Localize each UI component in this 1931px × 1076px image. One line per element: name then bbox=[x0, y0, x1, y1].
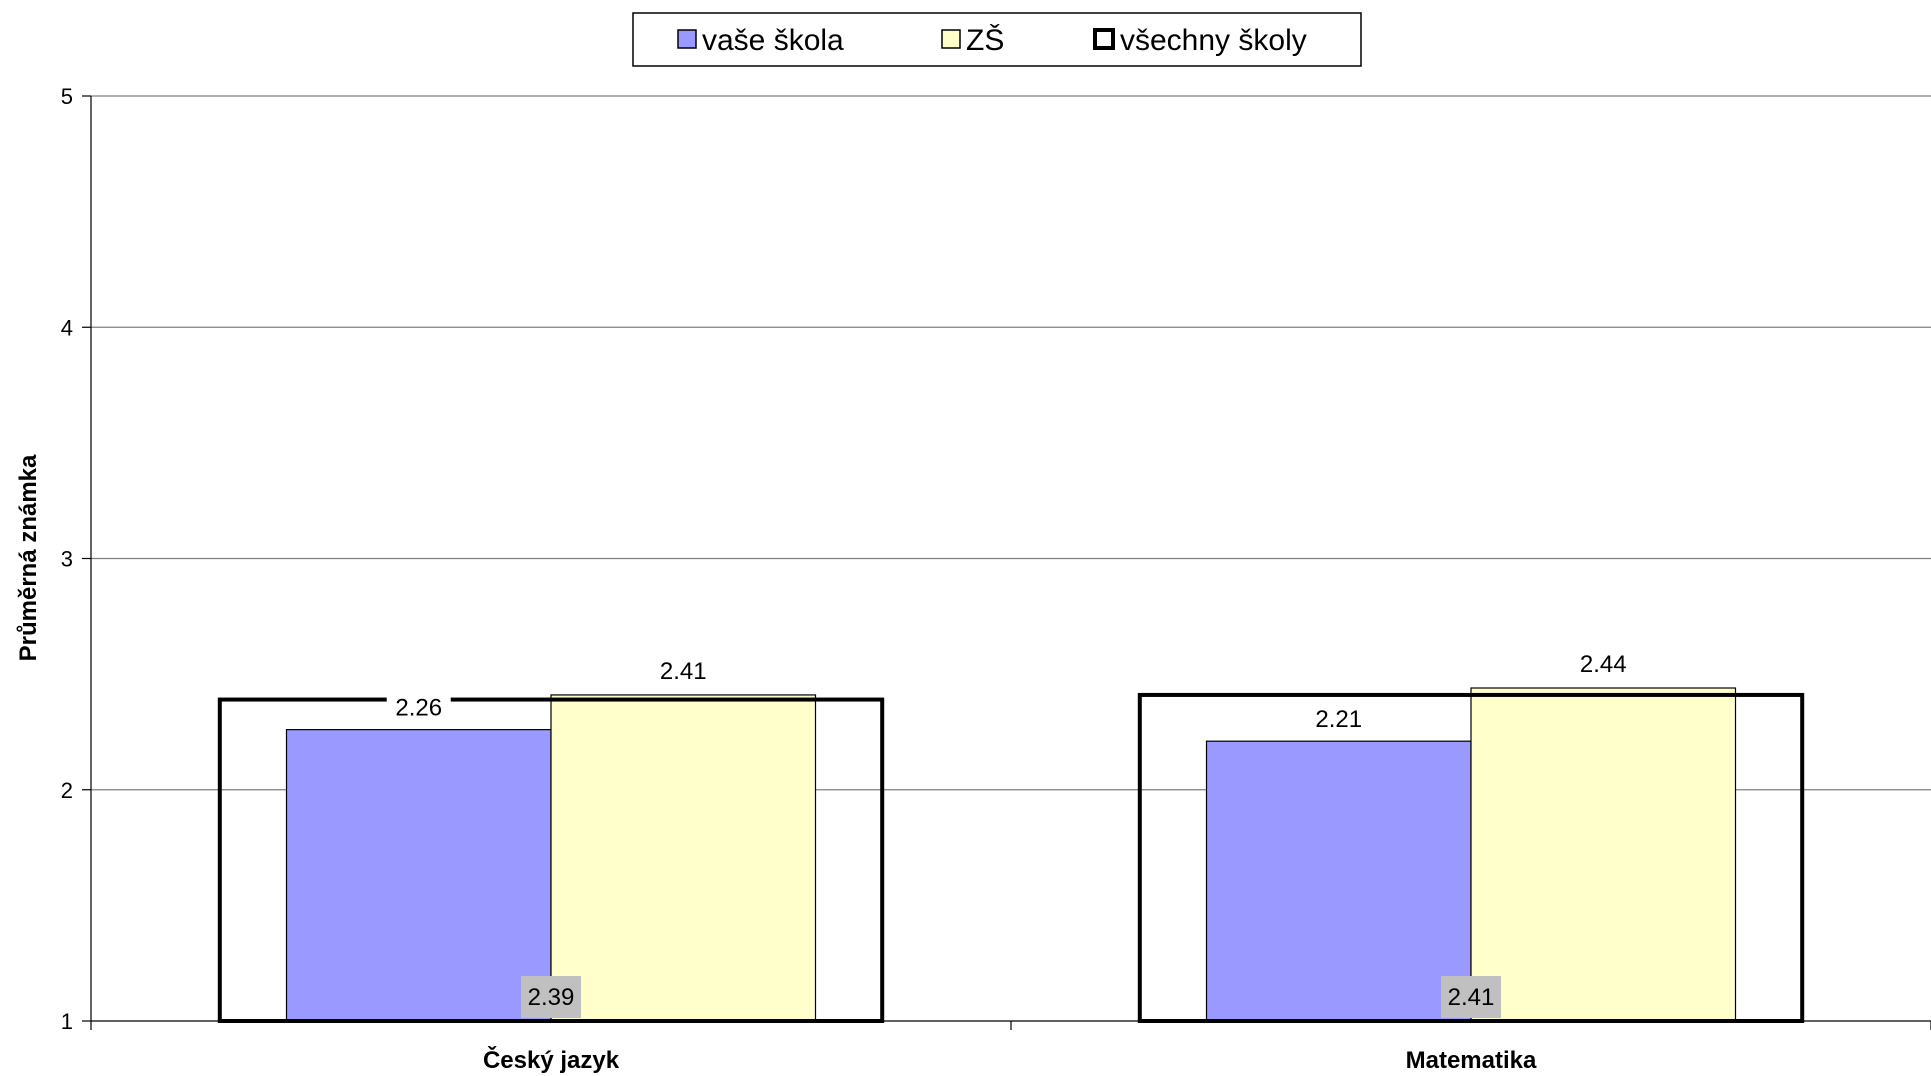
data-label-background bbox=[386, 693, 451, 722]
legend-swatch-zs bbox=[941, 29, 961, 49]
y-tick-label: 3 bbox=[61, 547, 73, 572]
bar-zs-matematika bbox=[1470, 687, 1737, 1022]
data-label-background bbox=[1441, 976, 1501, 1018]
legend-swatch-vsechny-skoly bbox=[1093, 28, 1115, 50]
legend-frame bbox=[632, 12, 1362, 67]
y-tick-label: 5 bbox=[61, 84, 73, 109]
x-category-label: Matematika bbox=[1406, 1047, 1537, 1074]
data-label-vase-skola: 2.26 bbox=[395, 695, 442, 722]
bars bbox=[217, 687, 1805, 1023]
legend: vaše škola ZŠ všechny školy bbox=[632, 12, 1362, 67]
data-label-background bbox=[1306, 705, 1371, 734]
legend-swatch-vase-skola bbox=[677, 29, 697, 49]
legend-label-zs: ZŠ bbox=[966, 23, 1004, 57]
y-tick-label: 2 bbox=[61, 778, 73, 803]
y-tick-label: 4 bbox=[61, 315, 73, 340]
legend-label-vsechny-skoly: všechny školy bbox=[1120, 24, 1307, 57]
legend-label-vase-skola: vaše škola bbox=[702, 24, 844, 57]
axes: 1 2 3 4 5 Český jazyk Matematika bbox=[61, 84, 1931, 1074]
gridlines bbox=[91, 95, 1931, 791]
data-label-vsechny-skoly: 2.39 bbox=[528, 984, 575, 1011]
bar-vase-skola-matematika bbox=[1205, 740, 1472, 1022]
data-label-vsechny-skoly: 2.41 bbox=[1448, 984, 1495, 1011]
y-axis-title: Průměrná známka bbox=[15, 454, 42, 661]
x-category-label: Český jazyk bbox=[483, 1046, 620, 1074]
bar-vase-skola-cesky-jazyk bbox=[285, 729, 552, 1022]
data-label-zs: 2.44 bbox=[1580, 651, 1627, 678]
data-label-zs: 2.41 bbox=[660, 658, 707, 685]
bar-zs-cesky-jazyk bbox=[550, 694, 817, 1022]
data-label-vase-skola: 2.21 bbox=[1315, 706, 1362, 733]
y-tick-label: 1 bbox=[61, 1009, 73, 1034]
data-label-background bbox=[521, 976, 581, 1018]
data-labels: 2.26 2.41 2.39 2.21 2.44 2.41 bbox=[386, 651, 1627, 1018]
